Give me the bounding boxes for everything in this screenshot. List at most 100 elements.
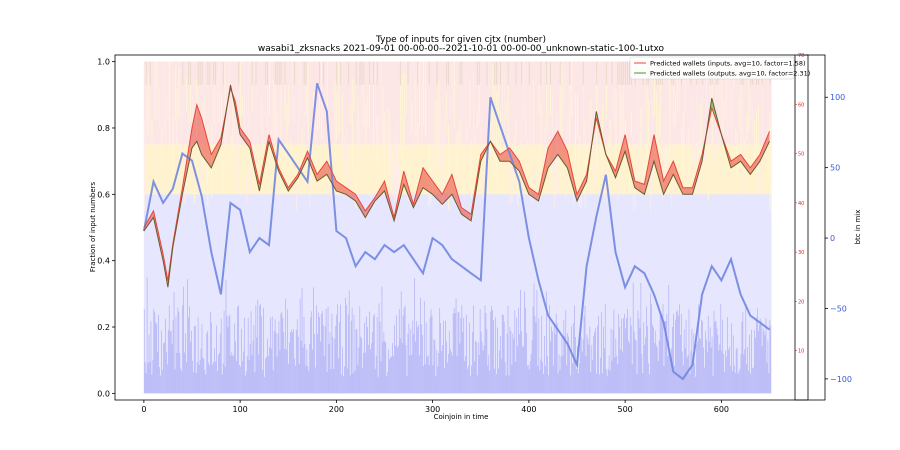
- band-top-streak: [355, 61, 357, 85]
- input-bar: [718, 350, 720, 394]
- input-bar: [738, 371, 740, 394]
- input-bar: [455, 298, 457, 394]
- input-bar: [461, 304, 463, 394]
- input-bar: [759, 318, 761, 394]
- band-streak: [719, 77, 721, 145]
- band-streak: [494, 77, 496, 176]
- band-top-streak: [569, 61, 571, 85]
- input-bar: [406, 375, 408, 394]
- input-bar: [563, 319, 565, 394]
- band-streak: [371, 170, 372, 207]
- outputs-line: [143, 84, 770, 288]
- band-streak: [218, 61, 220, 123]
- band-streak: [686, 133, 688, 177]
- input-bar: [624, 313, 625, 394]
- input-bar: [599, 374, 600, 394]
- input-bar: [423, 301, 425, 394]
- band-streak: [690, 95, 692, 123]
- band-streak: [463, 149, 465, 196]
- y-tick-label: 0.4: [97, 257, 110, 266]
- input-bar: [193, 326, 195, 394]
- band-streak: [526, 139, 528, 173]
- input-bar: [296, 319, 298, 394]
- input-bar: [297, 336, 299, 394]
- input-bar: [607, 368, 609, 394]
- input-bar: [391, 356, 392, 394]
- input-bar: [527, 364, 529, 394]
- input-bar: [273, 330, 275, 394]
- input-bar: [355, 329, 357, 394]
- band-top-streak: [617, 61, 619, 85]
- band-top-streak: [627, 61, 629, 85]
- input-bar: [267, 338, 268, 394]
- input-bar: [162, 369, 163, 394]
- band-top-streak: [399, 61, 401, 85]
- band-streak: [669, 80, 671, 155]
- input-bar: [652, 324, 653, 394]
- band-streak: [459, 118, 461, 149]
- band-streak: [590, 100, 592, 119]
- band-top-streak: [213, 61, 215, 85]
- band-top-streak: [494, 61, 496, 85]
- band-streak: [353, 78, 355, 113]
- input-bar: [488, 355, 490, 394]
- input-bar: [551, 331, 553, 394]
- input-bar: [574, 305, 575, 394]
- input-bar: [631, 364, 633, 394]
- diff-segment: [346, 187, 356, 201]
- band-top-streak: [361, 61, 363, 85]
- band-streak: [199, 141, 201, 200]
- input-bar: [398, 308, 400, 394]
- input-bar: [298, 364, 300, 394]
- band-top-streak: [515, 61, 517, 85]
- input-bar: [404, 305, 406, 394]
- band-streak: [729, 61, 731, 128]
- input-bar: [427, 355, 429, 394]
- band-top-streak: [559, 61, 561, 85]
- input-bar: [397, 347, 398, 394]
- band-top-streak: [628, 61, 630, 85]
- band-streak: [361, 61, 363, 125]
- diff-segment: [577, 174, 587, 201]
- input-bar: [531, 340, 533, 394]
- input-bar: [536, 290, 538, 394]
- input-bar: [160, 375, 161, 394]
- band-top-streak: [145, 61, 147, 85]
- input-bar: [670, 358, 672, 394]
- band-streak: [569, 61, 571, 143]
- input-bar: [185, 333, 186, 394]
- input-bar: [269, 317, 271, 394]
- input-bar: [701, 319, 702, 394]
- band-streak: [644, 164, 646, 185]
- input-bar: [229, 314, 231, 394]
- input-bar: [638, 318, 640, 394]
- input-bar: [471, 365, 472, 394]
- input-bar: [694, 363, 696, 394]
- band-top-streak: [625, 61, 627, 85]
- input-bar: [565, 310, 567, 394]
- band-streak: [584, 121, 586, 208]
- input-bar: [410, 328, 412, 394]
- band-top-streak: [322, 61, 324, 85]
- input-bar: [457, 311, 459, 394]
- input-bar: [492, 310, 493, 394]
- band-streak: [274, 61, 276, 139]
- band-streak: [367, 94, 369, 125]
- input-bar: [190, 341, 191, 394]
- input-bar: [187, 279, 188, 394]
- input-bar: [732, 335, 734, 394]
- band-streak: [600, 130, 602, 158]
- input-bar: [741, 321, 743, 394]
- band-top-streak: [476, 61, 478, 85]
- input-bar: [428, 365, 430, 394]
- input-bar: [635, 340, 637, 394]
- input-bar: [578, 363, 580, 394]
- input-bar: [262, 369, 263, 394]
- input-bar: [143, 309, 145, 394]
- band-streak: [253, 120, 255, 172]
- input-bar: [736, 347, 738, 394]
- input-bar: [338, 358, 339, 394]
- input-bar: [576, 368, 577, 394]
- input-bar: [515, 361, 517, 394]
- input-bar: [548, 375, 549, 394]
